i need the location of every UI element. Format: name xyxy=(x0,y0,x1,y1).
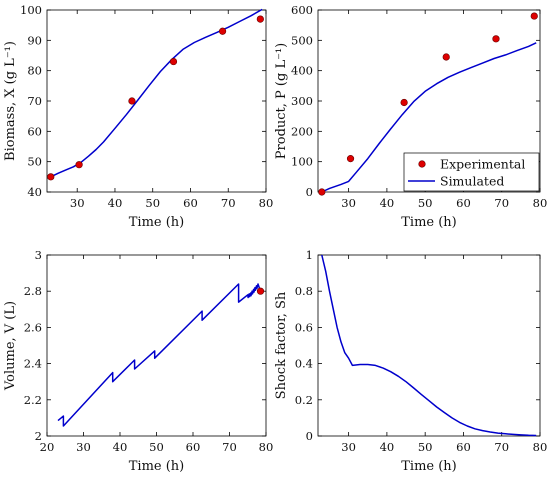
y-axis-label: Product, P (g L⁻¹) xyxy=(274,43,289,159)
y-tick-label: 80 xyxy=(27,64,42,78)
x-tick-label: 30 xyxy=(70,196,85,210)
y-axis-label: Biomass, X (g L⁻¹) xyxy=(3,41,18,161)
experimental-point xyxy=(318,188,326,196)
x-axis-label: Time (h) xyxy=(401,459,457,474)
y-tick-label: 2 xyxy=(35,429,42,443)
x-tick-label: 30 xyxy=(341,196,356,210)
experimental-point xyxy=(492,35,500,43)
experimental-point xyxy=(400,98,408,107)
experimental-point xyxy=(346,155,355,163)
simulated-line xyxy=(321,254,537,437)
x-tick-label: 40 xyxy=(380,440,395,454)
x-tick-label: 20 xyxy=(40,440,55,454)
y-tick-label: 1 xyxy=(306,248,313,262)
x-tick-label: 70 xyxy=(221,196,236,210)
experimental-point xyxy=(218,27,227,35)
experimental-point xyxy=(530,12,538,20)
x-tick-label: 80 xyxy=(533,196,548,210)
legend-marker-experimental xyxy=(418,160,426,168)
y-tick-label: 40 xyxy=(27,185,42,199)
x-axis-label: Time (h) xyxy=(129,215,185,230)
y-tick-label: 600 xyxy=(291,3,313,17)
x-tick-label: 40 xyxy=(108,196,123,210)
y-tick-label: 2.8 xyxy=(24,284,42,298)
experimental-point xyxy=(256,15,264,23)
y-tick-label: 0.2 xyxy=(295,393,313,407)
panel-shock: 30 40 50 60 70 80 0 0.2 0.4 0.6 0.8 1 Time (h) Shock … xyxy=(274,248,547,474)
x-tick-label: 60 xyxy=(456,440,471,454)
x-tick-label: 50 xyxy=(418,440,433,454)
x-tick-label: 80 xyxy=(533,440,548,454)
simulated-line xyxy=(321,42,537,193)
x-axis-label: Time (h) xyxy=(129,459,185,474)
x-tick-label: 60 xyxy=(183,196,198,210)
x-tick-label: 30 xyxy=(76,440,91,454)
y-tick-label: 0 xyxy=(306,185,313,199)
y-tick-label: 100 xyxy=(291,155,313,169)
axes-box xyxy=(317,254,541,437)
legend: Experimental Simulated xyxy=(403,152,540,192)
y-tick-label: 3 xyxy=(35,248,42,262)
x-tick-label: 50 xyxy=(418,196,433,210)
simulated-line xyxy=(50,8,263,178)
y-tick-label: 500 xyxy=(291,33,313,47)
legend-box xyxy=(403,152,540,192)
y-tick-label: 0.6 xyxy=(295,320,313,334)
experimental-point xyxy=(169,57,178,66)
y-tick-label: 200 xyxy=(291,124,313,138)
y-tick-label: 70 xyxy=(27,94,42,108)
panel-biomass: 30 40 50 60 70 80 40 50 60 70 80 90 100 Time (h) Bioma… xyxy=(3,3,273,230)
y-tick-label: 0.8 xyxy=(295,284,313,298)
legend-label: Simulated xyxy=(440,174,504,189)
x-tick-label: 40 xyxy=(113,440,128,454)
y-tick-label: 0.4 xyxy=(295,357,313,371)
x-axis-label: Time (h) xyxy=(401,215,457,230)
experimental-point xyxy=(47,173,55,181)
x-tick-label: 60 xyxy=(456,196,471,210)
y-tick-label: 2.6 xyxy=(24,320,42,334)
x-tick-label: 80 xyxy=(259,440,274,454)
y-tick-label: 300 xyxy=(291,94,313,108)
x-tick-label: 70 xyxy=(494,196,509,210)
y-tick-label: 0 xyxy=(306,429,313,443)
y-tick-label: 50 xyxy=(27,155,42,169)
x-tick-label: 70 xyxy=(222,440,237,454)
x-tick-label: 30 xyxy=(341,440,356,454)
y-tick-label: 400 xyxy=(291,64,313,78)
y-tick-label: 2.2 xyxy=(24,393,42,407)
experimental-point xyxy=(128,97,136,105)
x-tick-label: 40 xyxy=(380,196,395,210)
y-tick-label: 2.4 xyxy=(24,357,42,371)
panel-volume: 20 30 40 50 60 70 80 2 2.2 2.4 2.6 2.8 3 Time (h) Volu… xyxy=(3,248,273,474)
x-tick-label: 60 xyxy=(186,440,201,454)
experimental-point xyxy=(442,53,450,61)
simulated-line xyxy=(57,283,262,427)
experimental-point xyxy=(256,287,265,295)
y-tick-label: 90 xyxy=(27,33,42,47)
panel-product: 30 40 50 60 70 80 0 100 200 300 400 500 600 Time (h) P… xyxy=(274,3,547,230)
experimental-point xyxy=(75,161,83,169)
x-tick-label: 50 xyxy=(145,196,160,210)
y-tick-label: 100 xyxy=(20,3,42,17)
y-tick-label: 60 xyxy=(27,124,42,138)
legend-label: Experimental xyxy=(440,157,525,172)
y-axis-label: Shock factor, Sh xyxy=(274,291,289,399)
y-axis-label: Volume, V (L) xyxy=(3,301,18,391)
x-tick-label: 70 xyxy=(494,440,509,454)
x-tick-label: 50 xyxy=(149,440,164,454)
x-tick-label: 80 xyxy=(259,196,274,210)
